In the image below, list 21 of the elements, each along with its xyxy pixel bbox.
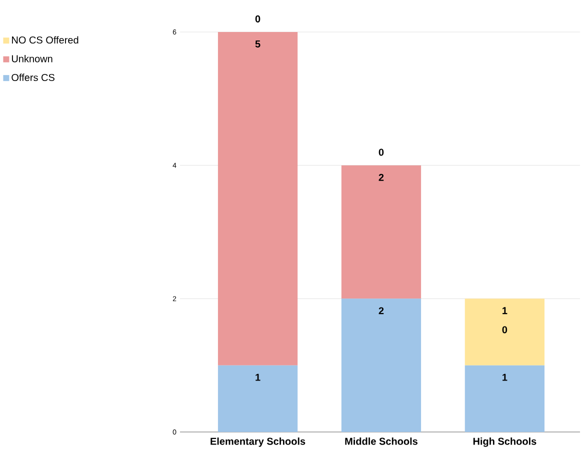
data-label: 1	[502, 374, 508, 381]
bar	[464, 365, 545, 432]
x-tick-label: High Schools	[473, 438, 536, 447]
data-label: 0	[378, 148, 384, 156]
bar	[341, 165, 422, 299]
data-label: 0	[502, 326, 508, 334]
legend-label: Unknown	[12, 54, 52, 62]
bar	[218, 32, 298, 366]
x-tick-label: Middle Schools	[345, 438, 418, 445]
data-label: 1	[256, 374, 260, 381]
data-label: 2	[378, 307, 384, 314]
bar	[464, 298, 545, 366]
legend-label: Offers CS	[12, 74, 54, 82]
data-label: 2	[378, 174, 384, 181]
x-tick-label: Elementary Schools	[210, 438, 306, 447]
bar	[218, 365, 298, 432]
data-label: 1	[502, 307, 508, 314]
data-label: 5	[255, 40, 260, 48]
bar	[341, 298, 422, 432]
legend-label: NO CS Offered	[12, 36, 78, 44]
data-label: 0	[255, 15, 260, 22]
